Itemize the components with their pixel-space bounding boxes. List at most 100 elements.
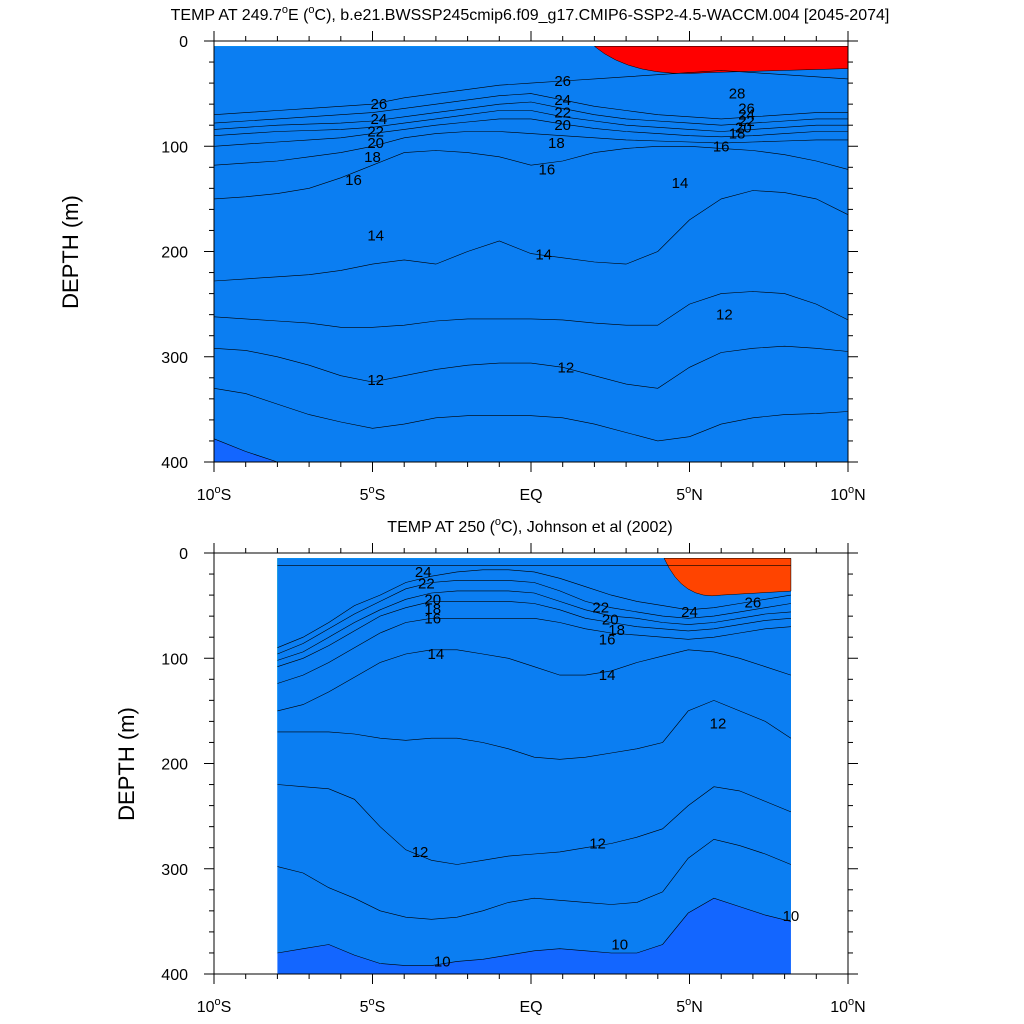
axes-observations: 0 100 200 300 400 10oS 5oS EQ 5oN 10oN: [161, 543, 866, 1016]
isotherm-label: 10: [434, 953, 451, 970]
warm-pool: [663, 558, 792, 597]
isotherm-26: [213, 93, 848, 124]
panel-title-model: TEMP AT 249.7oE (oC), b.e21.BWSSP245cmip…: [171, 4, 890, 24]
y-tick-label: 400: [161, 455, 188, 472]
warm-pool: [593, 46, 849, 74]
x-tick-label: 10oS: [197, 996, 232, 1016]
isotherm-label: 14: [599, 667, 616, 684]
y-tick-label: 0: [179, 546, 188, 563]
isotherm-label: 18: [364, 149, 381, 166]
isotherm-22: [213, 110, 848, 136]
isotherm-label: 12: [716, 307, 733, 324]
y-tick-label: 300: [161, 862, 188, 879]
isotherm-16: [277, 618, 791, 684]
isotherm-label: 14: [672, 175, 689, 192]
isotherm-label: 14: [428, 646, 445, 663]
isotherm-label: 18: [608, 622, 625, 639]
band-10: [214, 46, 848, 463]
panel-model: TEMP AT 249.7oE (oC), b.e21.BWSSP245cmip…: [58, 4, 889, 504]
x-tick-label: 5oS: [360, 996, 386, 1016]
isotherm-14: [213, 190, 849, 282]
isotherm-label: 24: [681, 604, 698, 621]
isotherm-20: [277, 590, 791, 661]
isotherm-label: 18: [548, 135, 565, 152]
isotherm-28: [213, 70, 849, 115]
isotherm-label: 22: [592, 600, 609, 617]
isotherm-label: 22: [367, 124, 384, 141]
x-tick-label: 10oS: [197, 484, 232, 504]
x-tick-label: 5oN: [676, 484, 703, 504]
isotherm-label: 16: [539, 161, 556, 178]
isotherm-lines-observations: [277, 565, 792, 966]
axes-model: 0 100 200 300 400 10oS 5oS EQ 5oN 10oN: [161, 31, 866, 504]
y-tick-label: 200: [161, 757, 188, 774]
isotherm-label: 18: [729, 126, 746, 143]
x-tick-label: 10oN: [830, 996, 865, 1016]
isotherm-22: [277, 580, 791, 655]
temperature-contour-fill-observations: [277, 558, 792, 974]
y-axis-label-model: DEPTH (m): [58, 195, 83, 309]
isotherm-label: 26: [745, 594, 762, 611]
y-tick-label: 100: [161, 651, 188, 668]
isotherm-label: 12: [558, 359, 575, 376]
isotherm-16: [213, 146, 849, 200]
isotherm-24: [277, 569, 791, 648]
x-tick-label: EQ: [519, 999, 542, 1016]
isotherm-label: 26: [370, 96, 387, 113]
isotherm-label: 22: [738, 113, 755, 130]
isotherm-18: [213, 131, 848, 166]
x-tick-label: 10oN: [830, 484, 865, 504]
isotherm-label: 12: [589, 835, 606, 852]
isotherm-label: 12: [412, 844, 429, 861]
isotherm-label: 14: [367, 228, 384, 245]
isotherm-label: 10: [611, 937, 628, 954]
isotherm-label: 22: [418, 576, 435, 593]
isotherm-label: 10: [783, 908, 800, 925]
y-tick-label: 100: [161, 139, 188, 156]
isotherm-label: 28: [729, 86, 746, 103]
isotherm-11: [213, 388, 849, 442]
isotherm-10: [277, 897, 791, 966]
isotherm-20: [213, 118, 848, 147]
isotherm-label: 24: [738, 107, 755, 124]
x-tick-label: 5oS: [360, 484, 386, 504]
isotherm-label: 24: [370, 111, 387, 128]
y-tick-label: 400: [161, 967, 188, 984]
panel-observations: TEMP AT 250 (oC), Johnson et al (2002) D…: [114, 516, 866, 1016]
x-tick-label: EQ: [519, 487, 542, 504]
isotherm-label: 24: [415, 564, 432, 581]
isotherm-label: 26: [738, 100, 755, 117]
panel-title-observations: TEMP AT 250 (oC), Johnson et al (2002): [387, 516, 672, 536]
isotherm-label: 12: [367, 372, 384, 389]
isotherm-label: 16: [713, 138, 730, 155]
y-tick-label: 300: [161, 350, 188, 367]
isotherm-label: 16: [424, 610, 441, 627]
isotherm-11: [277, 838, 792, 920]
isotherm-label: 16: [599, 631, 616, 648]
isotherm-14: [277, 649, 791, 712]
isotherm-label: 20: [424, 591, 441, 608]
isotherm-12: [213, 345, 849, 389]
isotherm-labels-model: 2624222018162624222018162826242220181614…: [345, 73, 755, 389]
isotherm-label: 26: [554, 73, 571, 90]
isotherm-label: 24: [554, 92, 571, 109]
y-axis-label-observations: DEPTH (m): [114, 707, 139, 821]
isotherm-18: [277, 601, 791, 667]
isotherm-12: [277, 784, 792, 865]
isotherm-24: [213, 101, 848, 130]
isotherm-label: 20: [367, 135, 384, 152]
isotherm-label: 18: [424, 601, 441, 618]
isotherm-label: 16: [345, 172, 362, 189]
x-tick-label: 5oN: [676, 996, 703, 1016]
isotherm-label: 22: [554, 105, 571, 122]
y-tick-label: 200: [161, 245, 188, 262]
isotherm-label: 20: [735, 119, 752, 136]
band-10: [277, 558, 791, 966]
isotherm-label: 20: [554, 117, 571, 134]
isotherm-label: 20: [602, 611, 619, 628]
y-tick-label: 0: [179, 34, 188, 51]
isotherm-13: [277, 700, 792, 760]
isotherm-13: [213, 291, 849, 328]
